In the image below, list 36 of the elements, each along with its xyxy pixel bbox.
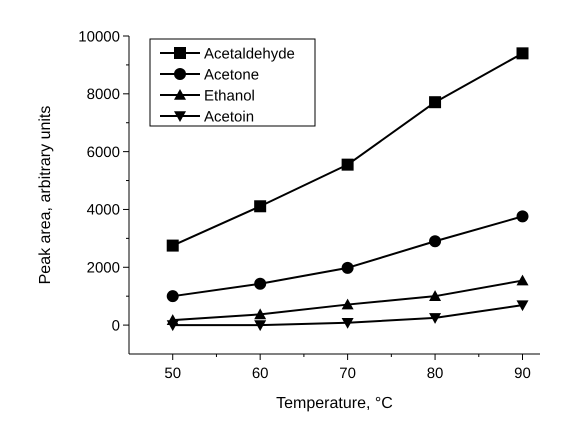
y-tick-label: 2000 bbox=[86, 260, 120, 277]
point bbox=[516, 300, 529, 312]
y-tick-label: 4000 bbox=[86, 202, 120, 219]
x-tick-label: 60 bbox=[252, 365, 269, 382]
point bbox=[166, 314, 179, 325]
point bbox=[429, 290, 442, 301]
point bbox=[342, 298, 354, 310]
legend-label: Ethanol bbox=[204, 87, 255, 104]
y-tick-label: 8000 bbox=[86, 86, 120, 104]
x-axis-title: Temperature, °C bbox=[276, 395, 393, 412]
y-tick-label: 6000 bbox=[86, 144, 120, 161]
point bbox=[254, 308, 266, 320]
point bbox=[166, 240, 179, 252]
point bbox=[429, 313, 442, 324]
point bbox=[166, 290, 179, 302]
y-axis-title: Peak area, arbitrary units bbox=[37, 106, 54, 284]
point bbox=[516, 47, 529, 60]
y-tick-label: 0 bbox=[112, 317, 120, 334]
point bbox=[429, 96, 442, 108]
point bbox=[342, 318, 354, 329]
point bbox=[342, 262, 354, 274]
x-tick-label: 80 bbox=[426, 365, 444, 382]
point bbox=[254, 320, 266, 332]
point bbox=[254, 278, 266, 290]
point bbox=[429, 235, 442, 248]
point bbox=[516, 210, 529, 222]
x-tick-label: 90 bbox=[514, 365, 531, 382]
legend-label: Acetaldehyde bbox=[204, 45, 295, 62]
x-tick-label: 50 bbox=[164, 365, 182, 382]
point bbox=[254, 200, 266, 212]
legend-label: Acetoin bbox=[204, 108, 254, 126]
y-tick-label: 10000 bbox=[78, 28, 120, 46]
legend-label: Acetone bbox=[204, 66, 260, 84]
x-tick-label: 70 bbox=[339, 365, 356, 382]
point bbox=[342, 158, 354, 171]
point bbox=[516, 274, 529, 286]
